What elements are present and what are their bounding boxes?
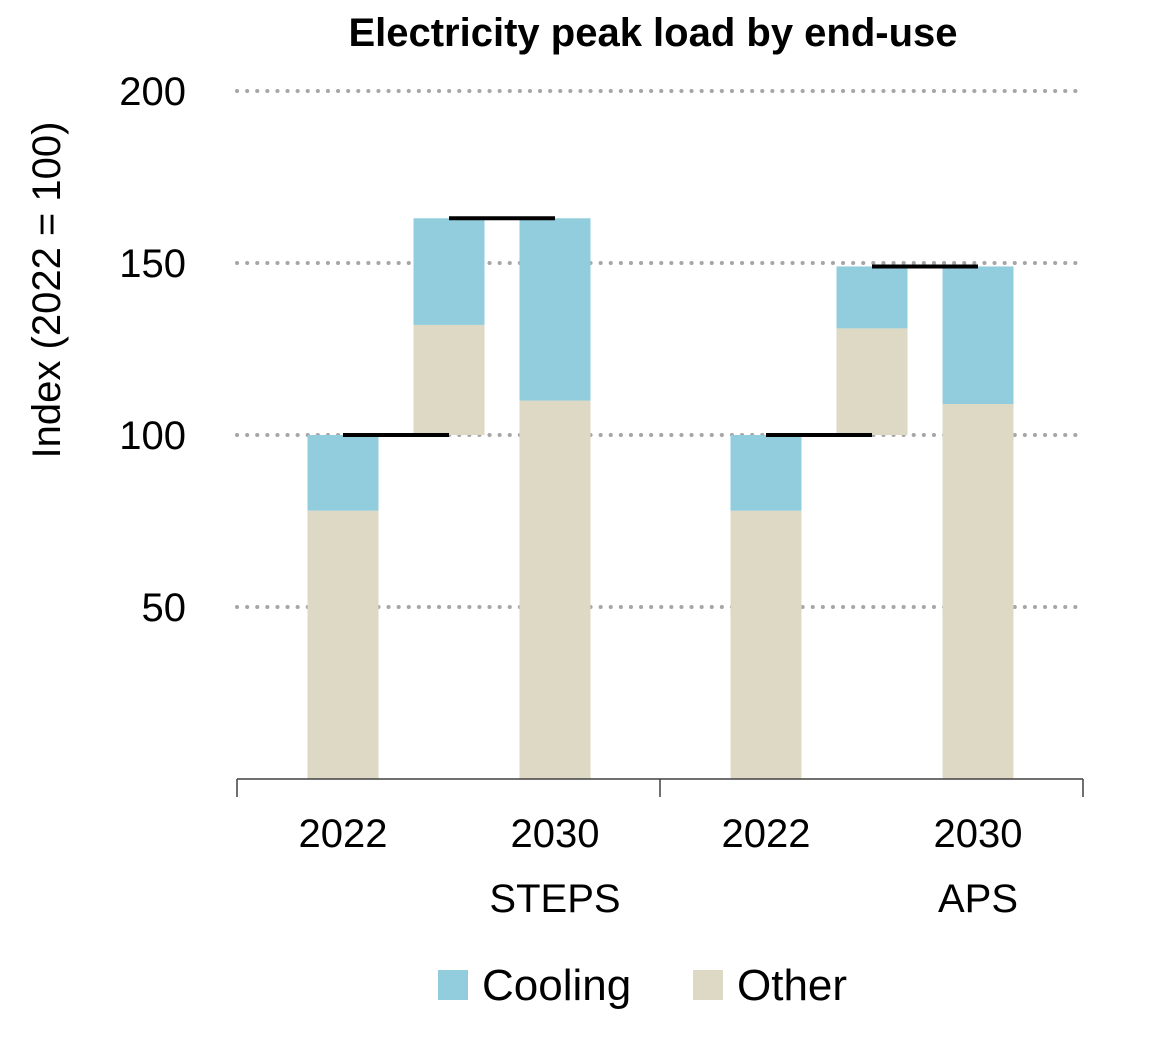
- bar-other-aps-2030: [942, 404, 1014, 779]
- y-tick-labels: 50 100 150 200: [119, 70, 186, 630]
- bars: [307, 218, 1014, 779]
- y-tick-label: 150: [119, 242, 186, 286]
- x-tick-label: 2022: [722, 812, 811, 856]
- bar-cooling-steps-2022: [307, 435, 379, 511]
- bar-cooling-aps-2030: [942, 266, 1014, 405]
- step-other-aps: [836, 328, 908, 435]
- group-label: STEPS: [489, 877, 620, 921]
- x-tick-label: 2030: [511, 812, 600, 856]
- x-tick-labels: 2022 2030 STEPS 2022 2030 APS: [299, 812, 1023, 921]
- y-tick-label: 200: [119, 70, 186, 114]
- chart-title: Electricity peak load by end-use: [348, 11, 957, 55]
- y-axis-label: Index (2022 = 100): [25, 122, 69, 459]
- x-tick-label: 2030: [934, 812, 1023, 856]
- legend-label-cooling: Cooling: [482, 961, 631, 1010]
- step-cooling-aps: [836, 266, 908, 329]
- bar-cooling-aps-2022: [730, 435, 802, 511]
- bar-other-steps-2022: [307, 510, 379, 779]
- legend-label-other: Other: [737, 961, 847, 1010]
- bar-other-steps-2030: [519, 400, 591, 779]
- level-lines: [343, 216, 978, 437]
- group-label: APS: [938, 877, 1018, 921]
- legend-swatch-cooling: [438, 970, 468, 1000]
- step-other-steps: [413, 324, 485, 435]
- x-tick-label: 2022: [299, 812, 388, 856]
- bar-other-aps-2022: [730, 510, 802, 779]
- legend: Cooling Other: [438, 961, 847, 1010]
- bar-cooling-steps-2030: [519, 218, 591, 401]
- y-tick-label: 100: [119, 414, 186, 458]
- x-axis: [236, 778, 1084, 797]
- step-cooling-steps: [413, 218, 485, 325]
- y-tick-label: 50: [142, 586, 187, 630]
- legend-swatch-other: [693, 970, 723, 1000]
